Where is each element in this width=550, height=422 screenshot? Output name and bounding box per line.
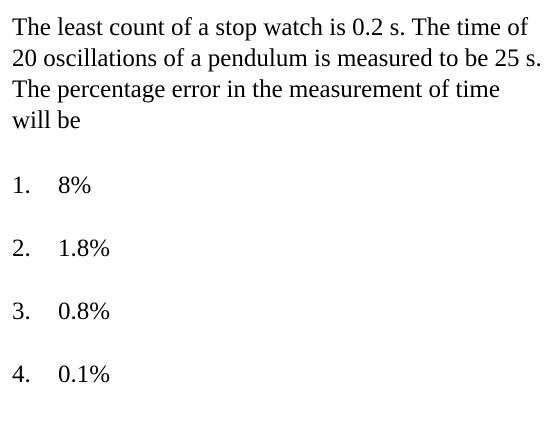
option-number: 1.: [12, 172, 31, 199]
option-1[interactable]: 1. 8%: [12, 170, 110, 201]
question-text: The least count of a stop watch is 0.2 s…: [12, 14, 542, 134]
option-text: 0.1%: [58, 361, 111, 388]
option-3[interactable]: 3. 0.8%: [12, 296, 110, 327]
option-number: 3.: [12, 298, 31, 325]
option-2[interactable]: 2. 1.8%: [12, 233, 110, 264]
option-4[interactable]: 4. 0.1%: [12, 359, 110, 390]
option-text: 8%: [58, 172, 92, 199]
option-number: 4.: [12, 361, 31, 388]
option-number: 2.: [12, 235, 31, 262]
options-list: 1. 8% 2. 1.8% 3. 0.8% 4. 0.1%: [12, 170, 110, 422]
option-text: 0.8%: [58, 298, 111, 325]
option-text: 1.8%: [58, 235, 111, 262]
